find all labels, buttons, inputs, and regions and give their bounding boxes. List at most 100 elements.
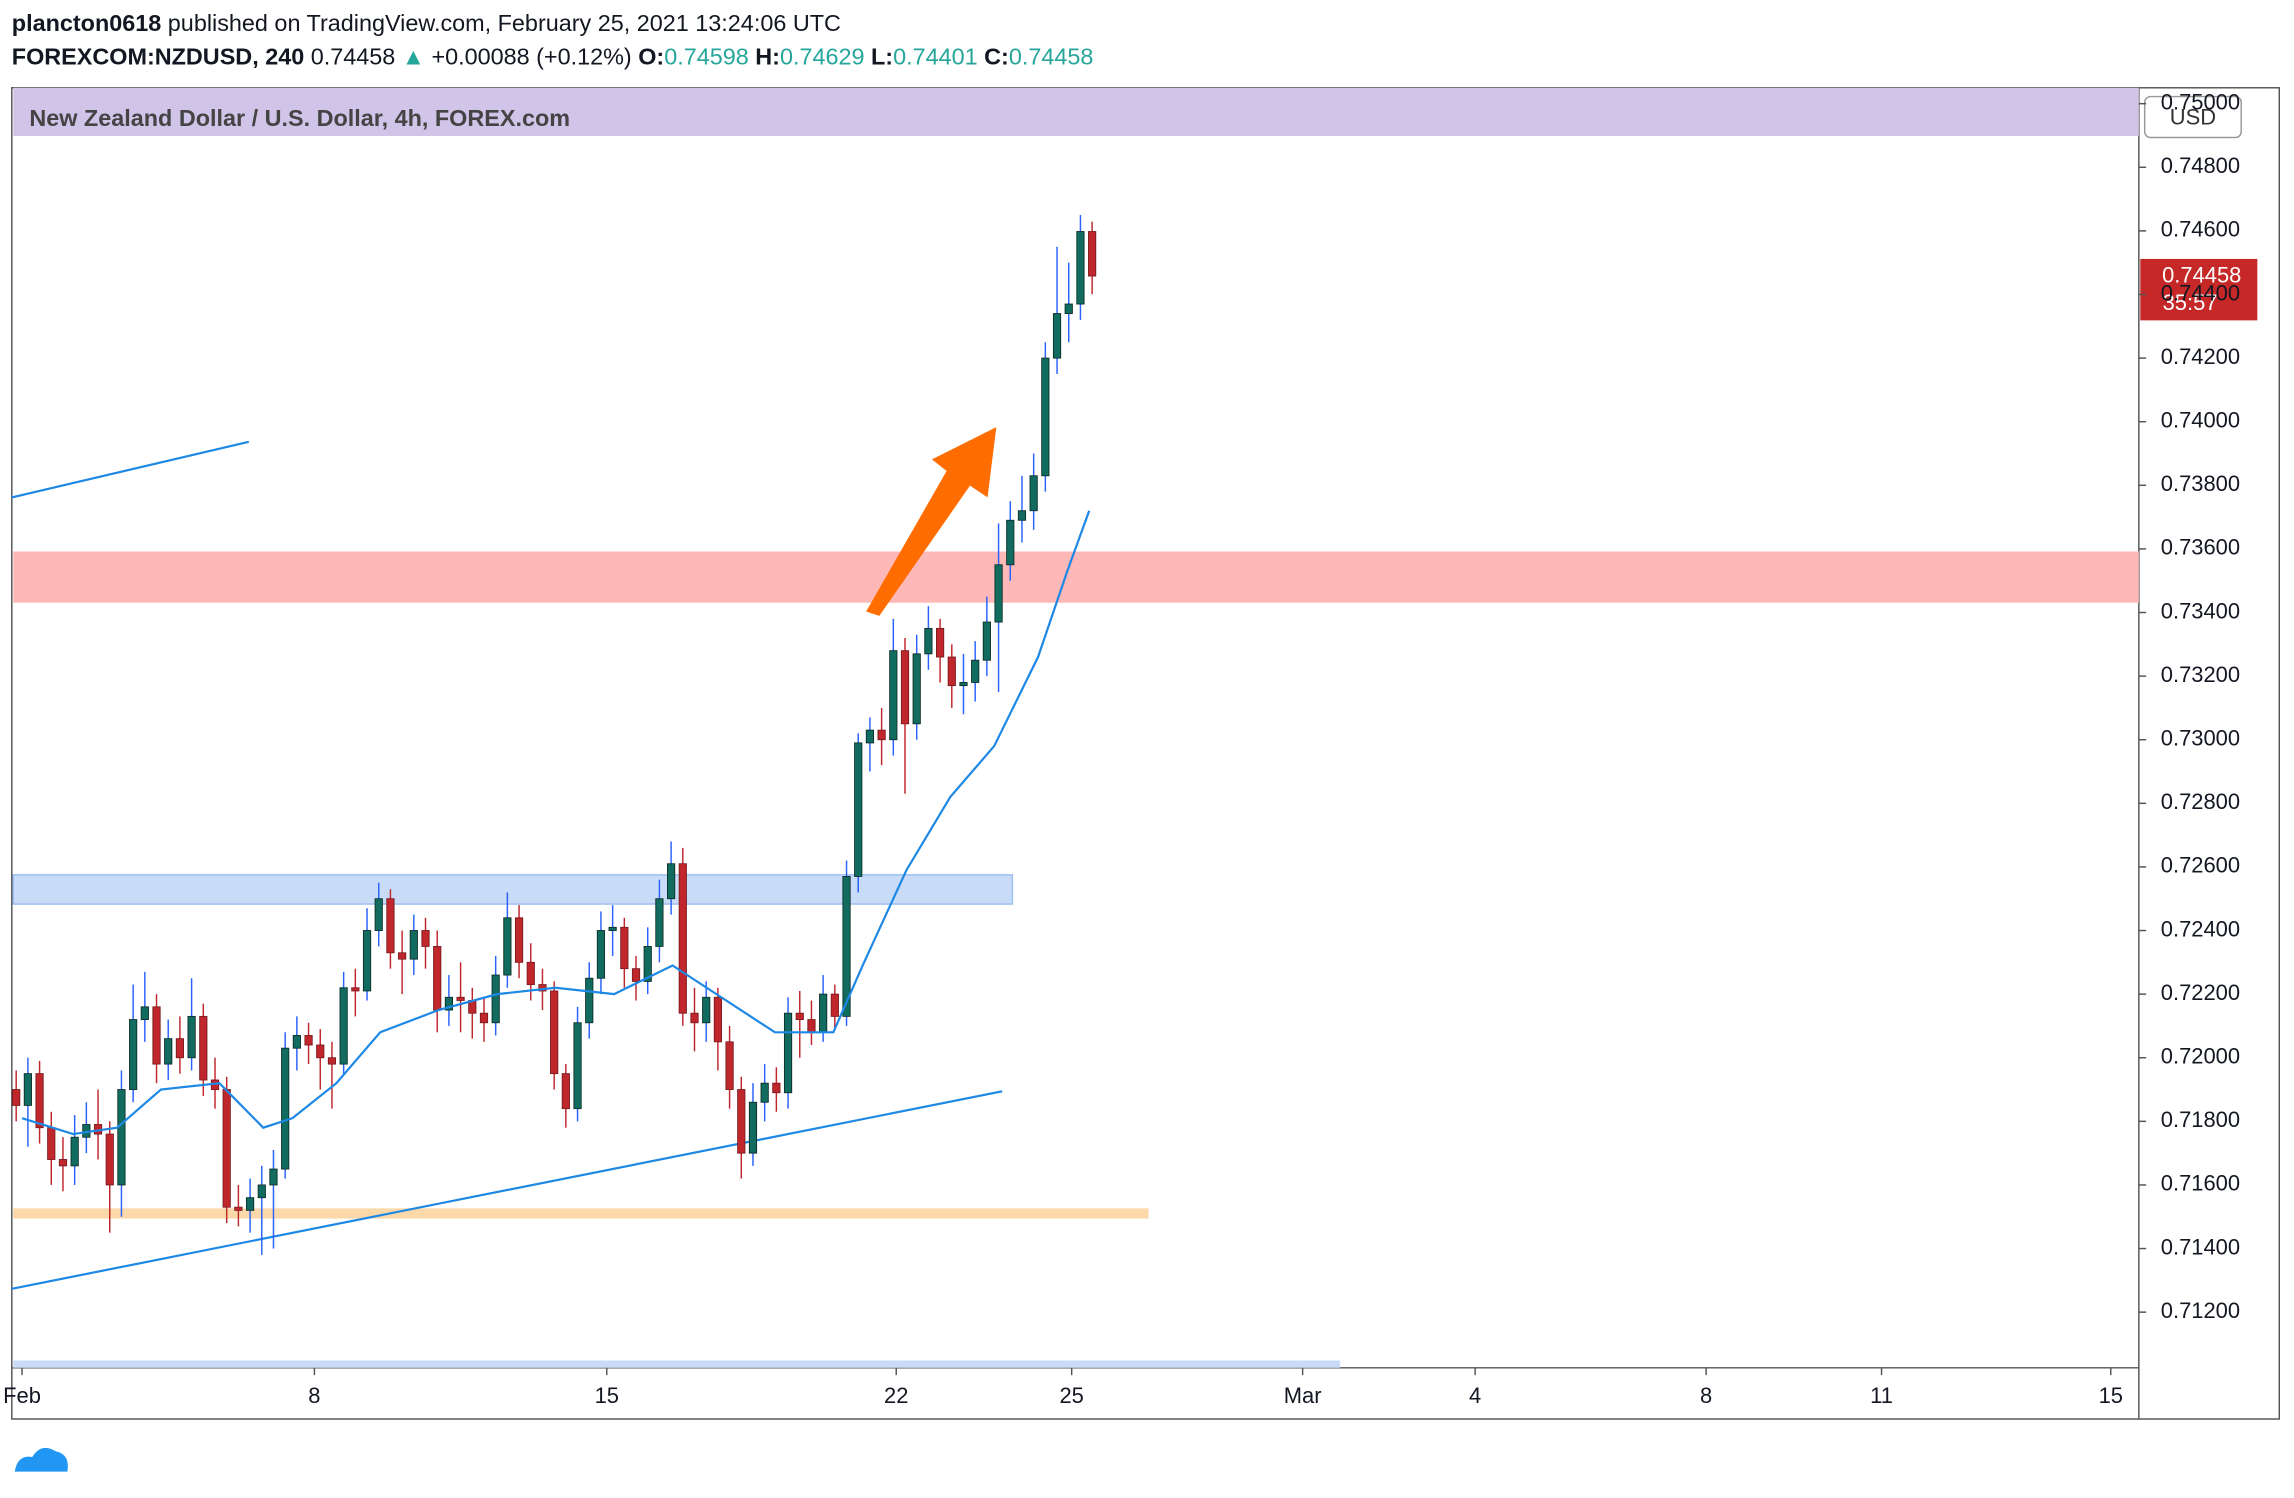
candle-body [304, 1035, 313, 1046]
x-tick-label: 25 [1059, 1383, 1083, 1408]
candle-body [175, 1038, 185, 1059]
candle-body [140, 1006, 149, 1021]
y-tick-label: 0.73000 [2161, 726, 2240, 751]
candle-body [257, 1184, 266, 1199]
candle-body [702, 996, 711, 1024]
logo [14, 1447, 68, 1472]
arrow [866, 427, 997, 616]
published: published on TradingView.com, February 2… [168, 10, 841, 36]
candle-body [655, 898, 664, 947]
candle-body [643, 945, 652, 982]
candle-body [830, 993, 839, 1017]
candle-body [924, 627, 933, 655]
symbol-line: FOREXCOM:NZDUSD, 240 0.74458 ▲ +0.00088 … [12, 44, 1094, 70]
candle-body [421, 930, 430, 947]
candle-body [245, 1197, 255, 1211]
candle-body [105, 1133, 114, 1186]
y-tick-label: 0.74400 [2161, 280, 2240, 305]
candle-body [667, 863, 676, 900]
candle-body [877, 729, 886, 741]
candle-body [339, 987, 348, 1065]
trend-line [11, 1090, 1003, 1290]
y-tick-label: 0.71800 [2161, 1107, 2240, 1132]
l-label: L: [871, 44, 893, 70]
y-tick-label: 0.74200 [2161, 344, 2240, 369]
candle-body [608, 926, 617, 931]
y-tick-label: 0.73200 [2161, 662, 2240, 687]
candle-body [1064, 303, 1073, 315]
candle-body [1041, 357, 1050, 477]
candle-body [994, 564, 1003, 623]
candle-body [783, 1012, 793, 1094]
candle-body [713, 996, 722, 1043]
candle-body [900, 650, 910, 725]
c: 0.74458 [1009, 44, 1094, 70]
candle-body [281, 1047, 290, 1170]
logo-icon [14, 1447, 68, 1472]
candle-body [409, 930, 418, 960]
candle-body [1017, 510, 1027, 521]
candle-body [456, 996, 465, 1001]
x-tick-label: 15 [595, 1383, 619, 1408]
arrow: ▲ [402, 44, 425, 70]
candle-body [199, 1015, 208, 1081]
candle-body [1006, 519, 1015, 566]
x-tick-label: 8 [308, 1383, 320, 1408]
candle-body [725, 1041, 734, 1090]
candle-body [573, 1022, 582, 1110]
y-tick-label: 0.74000 [2161, 407, 2240, 432]
candle-body [678, 863, 687, 1014]
candle-body [491, 974, 500, 1024]
candle-body [23, 1073, 32, 1106]
change: +0.00088 (+0.12%) [431, 44, 631, 70]
candle-body [351, 987, 360, 992]
candle-body [58, 1159, 68, 1167]
candle-body [596, 930, 606, 979]
y-tick-label: 0.73400 [2161, 598, 2240, 623]
x-tick-label: 15 [2099, 1383, 2123, 1408]
h: 0.74629 [780, 44, 865, 70]
x-tick-label: Feb [3, 1383, 41, 1408]
candle-body [912, 653, 921, 725]
candle-body [117, 1089, 126, 1186]
currency: USD [2170, 104, 2216, 129]
y-tick-label: 0.74600 [2161, 217, 2240, 242]
trend-line [11, 440, 250, 499]
blue-zone [12, 874, 1014, 905]
x-tick-label: Mar [1284, 1383, 1322, 1408]
candle-body [164, 1038, 173, 1065]
o: 0.74598 [664, 44, 749, 70]
candle-body [514, 917, 524, 963]
candle-body [327, 1057, 337, 1065]
y-tick-label: 0.71200 [2161, 1298, 2240, 1323]
y-tick-label: 0.73800 [2161, 471, 2240, 496]
candle-body [1088, 231, 1097, 277]
o-label: O: [638, 44, 664, 70]
header-line: plancton0618 published on TradingView.co… [12, 10, 841, 36]
candle-body [748, 1101, 758, 1154]
candle-body [35, 1073, 44, 1129]
candle-body [690, 1012, 699, 1024]
candle-body [760, 1082, 769, 1103]
candle-body [947, 656, 956, 687]
bottom-zone [13, 1360, 1341, 1368]
candle-body [362, 930, 372, 992]
candle-body [444, 996, 453, 1011]
candle-body [222, 1089, 231, 1208]
currency-box[interactable] [2143, 95, 2242, 139]
candle-body [550, 990, 559, 1075]
candle-body [292, 1035, 301, 1049]
candle-body [807, 1019, 816, 1033]
candle-body [971, 659, 980, 683]
candle-body [152, 1006, 161, 1065]
candle-body [234, 1206, 243, 1211]
x-tick-label: 4 [1469, 1383, 1481, 1408]
candle-body [47, 1127, 56, 1160]
last: 0.74458 [311, 44, 396, 70]
candle-body [631, 968, 641, 982]
candle-body [269, 1168, 278, 1186]
candle-body [795, 1012, 804, 1021]
y-tick-label: 0.74800 [2161, 153, 2240, 178]
x-tick-label: 22 [884, 1383, 908, 1408]
